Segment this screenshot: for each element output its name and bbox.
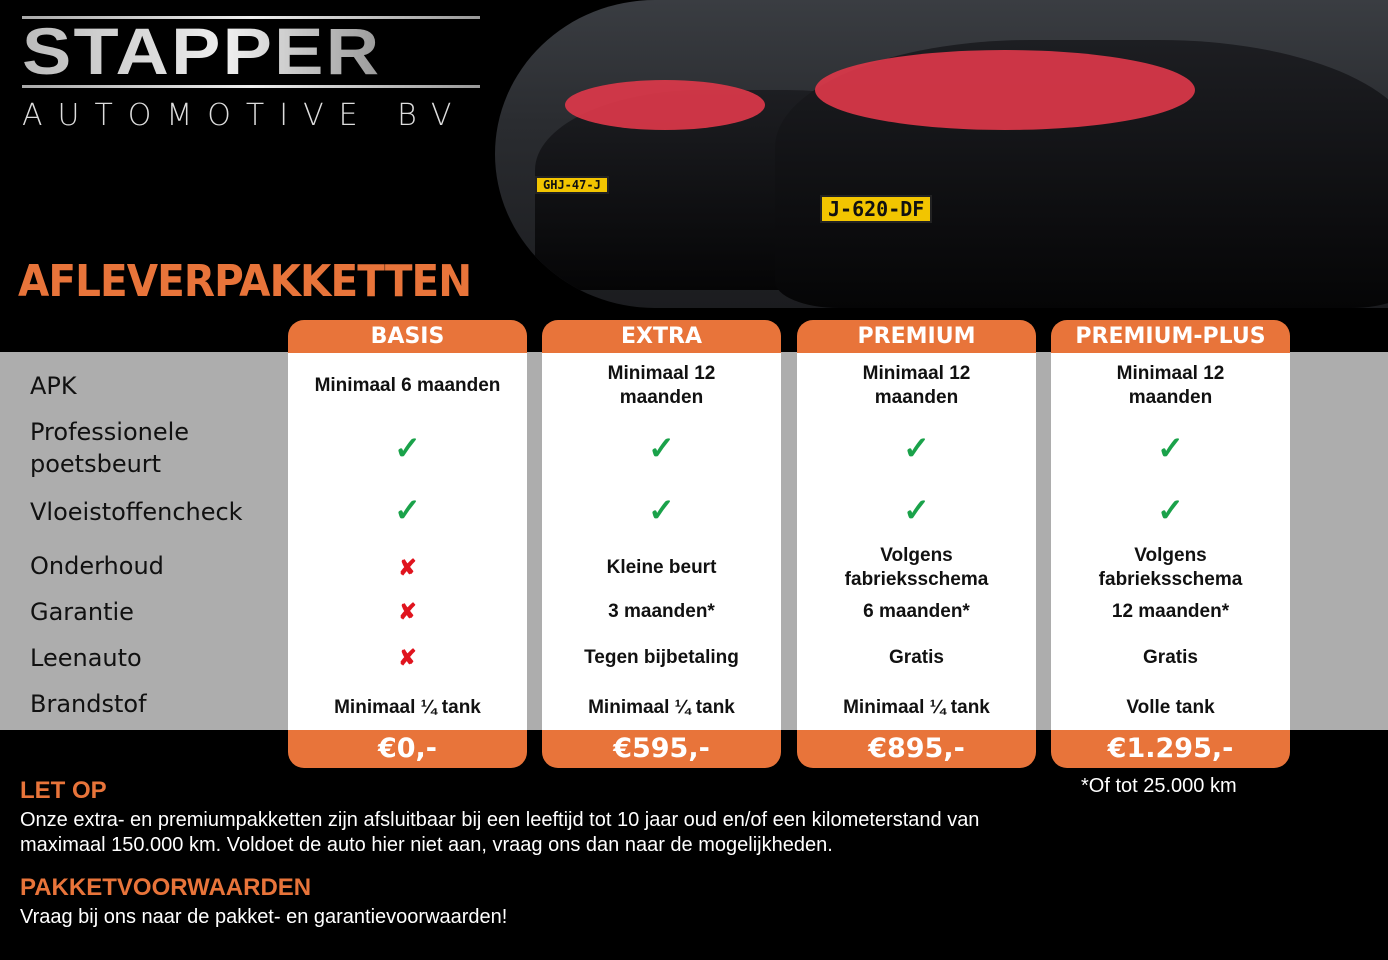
cell-value: Volgens fabrieksschema xyxy=(1098,545,1243,590)
package-price: €1.295,- xyxy=(1051,730,1290,768)
voorwaarden-text: Vraag bij ons naar de pakket- en garanti… xyxy=(20,906,508,928)
cell-value: Kleine beurt xyxy=(606,557,717,578)
row-label: Vloeistoffencheck xyxy=(30,498,243,526)
cell-value: Gratis xyxy=(889,647,944,668)
row-label: Leenauto xyxy=(30,644,142,672)
let-op-text: Onze extra- en premiumpakketten zijn afs… xyxy=(20,809,980,856)
cell-value: Minimaal ¼ tank xyxy=(588,697,735,718)
cell-value: 3 maanden* xyxy=(608,601,715,622)
cross-icon: ✘ xyxy=(398,599,417,624)
logo-rule xyxy=(22,85,480,88)
row-label: Garantie xyxy=(30,598,134,626)
row-label: Onderhoud xyxy=(30,552,164,580)
license-plate: J-620-DF xyxy=(820,195,933,223)
footnote: *Of tot 25.000 km xyxy=(1081,775,1237,797)
check-icon: ✓ xyxy=(648,430,675,466)
logo-sub: AUTOMOTIVE BV xyxy=(22,98,467,133)
cars-photo: GHJ-47-J J-620-DF xyxy=(495,0,1388,308)
row-label: Professionele poetsbeurt xyxy=(30,418,190,478)
cell-value: Volgens fabrieksschema xyxy=(844,545,989,590)
cell-value: Minimaal 6 maanden xyxy=(314,375,501,396)
bow-left xyxy=(565,80,765,130)
cell-value: Minimaal 12 maanden xyxy=(1116,363,1225,408)
package-body: Minimaal 12 maanden ✓ ✓ Kleine beurt 3 maand… xyxy=(542,353,781,730)
row-label: Brandstof xyxy=(30,690,147,718)
package-name: EXTRA xyxy=(542,320,781,353)
cross-icon: ✘ xyxy=(398,555,417,580)
check-icon: ✓ xyxy=(903,430,930,466)
package-column: PREMIUM Minimaal 12 maanden ✓ ✓ Volgens fabr… xyxy=(797,320,1036,768)
page-title: AFLEVERPAKKETTEN xyxy=(18,256,472,307)
check-icon: ✓ xyxy=(648,492,675,528)
cross-icon: ✘ xyxy=(398,645,417,670)
package-body: Minimaal 12 maanden ✓ ✓ Volgens fabriekssch… xyxy=(797,353,1036,730)
bow-right xyxy=(815,50,1195,130)
cell-value: Tegen bijbetaling xyxy=(584,647,739,668)
package-price: €0,- xyxy=(288,730,527,768)
package-column: EXTRA Minimaal 12 maanden ✓ ✓ Kleine beurt 3 … xyxy=(542,320,781,768)
package-price: €895,- xyxy=(797,730,1036,768)
cell-value: Minimaal ¼ tank xyxy=(843,697,990,718)
cell-value: Minimaal 12 maanden xyxy=(862,363,971,408)
row-label: APK xyxy=(30,372,77,400)
check-icon: ✓ xyxy=(903,492,930,528)
package-name: PREMIUM xyxy=(797,320,1036,353)
let-op-heading: LET OP xyxy=(20,777,107,804)
check-icon: ✓ xyxy=(1157,492,1184,528)
package-name: BASIS xyxy=(288,320,527,353)
logo: STAPPER AUTOMOTIVE BV xyxy=(22,16,482,133)
package-column: BASIS Minimaal 6 maanden ✓ ✓ ✘ ✘ ✘ Minimaal ¼ t… xyxy=(288,320,527,768)
cell-value: Minimaal 12 maanden xyxy=(607,363,716,408)
cell-value: 6 maanden* xyxy=(863,601,970,622)
voorwaarden-heading: PAKKETVOORWAARDEN xyxy=(20,874,312,901)
package-body: Minimaal 12 maanden ✓ ✓ Volgens fabriekssch… xyxy=(1051,353,1290,730)
check-icon: ✓ xyxy=(394,492,421,528)
logo-rule xyxy=(22,16,480,19)
check-icon: ✓ xyxy=(1157,430,1184,466)
logo-main: STAPPER xyxy=(22,18,537,84)
cell-value: Gratis xyxy=(1143,647,1198,668)
cell-value: 12 maanden* xyxy=(1111,601,1230,622)
package-name: PREMIUM-PLUS xyxy=(1051,320,1290,353)
cell-value: Minimaal ¼ tank xyxy=(334,697,481,718)
license-plate: GHJ-47-J xyxy=(535,176,609,194)
package-column: PREMIUM-PLUS Minimaal 12 maanden ✓ ✓ Volgens… xyxy=(1051,320,1290,768)
check-icon: ✓ xyxy=(394,430,421,466)
package-price: €595,- xyxy=(542,730,781,768)
package-body: Minimaal 6 maanden ✓ ✓ ✘ ✘ ✘ Minimaal ¼ tank xyxy=(288,353,527,730)
cell-value: Volle tank xyxy=(1126,697,1215,718)
